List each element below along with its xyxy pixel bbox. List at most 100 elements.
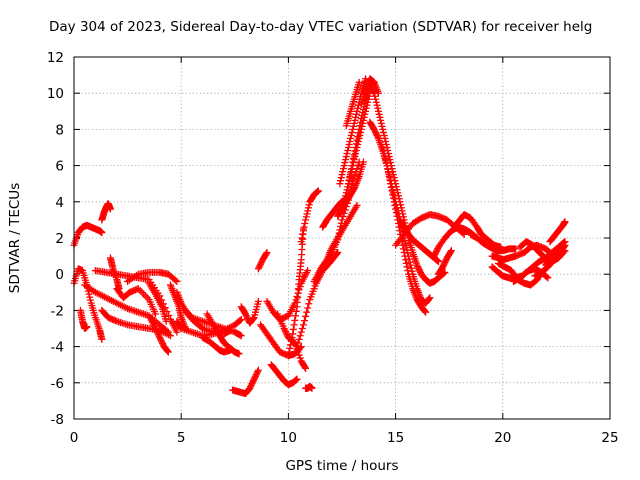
data-point [299,230,307,238]
data-point [382,137,390,145]
data-point [280,325,288,332]
data-point [399,241,407,249]
data-point [426,294,434,302]
data-point [242,310,250,318]
data-point [339,168,347,176]
data-point [282,329,290,337]
series-arc-10 [124,268,181,285]
data-point [285,348,293,356]
series-arc-21 [254,248,271,273]
data-point [256,262,264,270]
data-point [340,162,348,170]
data-point [336,226,344,234]
data-point [390,198,398,206]
data-point [247,381,255,389]
data-point [354,133,362,141]
data-point [447,248,455,256]
data-point [400,248,408,256]
data-point [151,310,159,318]
data-point [297,328,305,336]
data-point [341,159,349,167]
data-point [422,308,430,316]
data-point [350,119,358,127]
data-point [304,207,312,215]
data-point [252,372,260,380]
data-point [284,352,292,360]
data-point [432,249,440,257]
data-point [379,128,387,136]
series-arc-44 [430,223,481,260]
data-point [254,366,262,374]
data-point [342,156,350,164]
data-point [305,201,313,209]
data-point [384,169,392,177]
series-arc-7 [98,306,174,340]
data-point [339,165,347,173]
data-point [356,122,364,130]
data-point [337,219,345,227]
data-point [440,260,448,268]
data-point [377,116,385,124]
data-point [297,238,305,246]
data-point [512,245,520,253]
data-point [399,245,407,253]
data-point [254,265,262,273]
x-tick-label: 15 [387,430,404,446]
series-arc-1 [70,221,106,249]
data-point [544,274,552,282]
data-point [352,140,360,148]
data-point [372,128,380,136]
data-point [383,162,391,170]
data-point [263,248,271,256]
series-arc-4 [76,306,91,332]
y-axis-label: SDTVAR / TECUs [7,183,23,293]
data-point [262,250,270,258]
data-point [354,129,362,137]
data-point [373,101,381,109]
data-point [288,334,296,342]
data-point [376,113,384,121]
data-point [334,232,342,240]
data-point [414,264,422,272]
data-point [255,263,263,271]
data-point [352,113,360,121]
data-point [335,229,343,237]
data-point [389,191,397,199]
chart-title: Day 304 of 2023, Sidereal Day-to-day VTE… [49,19,592,35]
data-point [341,195,349,203]
data-point [415,266,423,274]
data-point [295,351,303,359]
series-arc-41 [379,144,430,316]
data-point [401,252,409,260]
data-point [227,346,235,354]
data-point [344,180,352,188]
data-point [302,213,310,221]
data-point [347,134,355,142]
data-point [338,216,346,224]
data-point [348,162,356,170]
x-tick-label: 5 [177,430,186,446]
data-point [425,295,433,303]
data-point [338,171,346,179]
data-point [431,251,439,259]
data-point [350,151,358,159]
data-point [86,293,94,301]
data-point [323,259,331,267]
data-point [156,334,164,342]
data-point [355,78,363,86]
data-point [257,259,265,267]
series-arc-16 [181,306,245,340]
data-point [299,321,307,329]
data-point [347,169,355,177]
data-point [378,122,386,130]
data-point [372,95,380,103]
data-point [173,328,181,336]
y-tick-label: -2 [51,303,64,319]
data-point [353,201,361,209]
data-point [372,130,380,138]
data-point [294,339,302,347]
data-point [254,368,262,376]
data-point [379,125,387,133]
data-point [164,348,172,356]
data-point [156,335,164,343]
